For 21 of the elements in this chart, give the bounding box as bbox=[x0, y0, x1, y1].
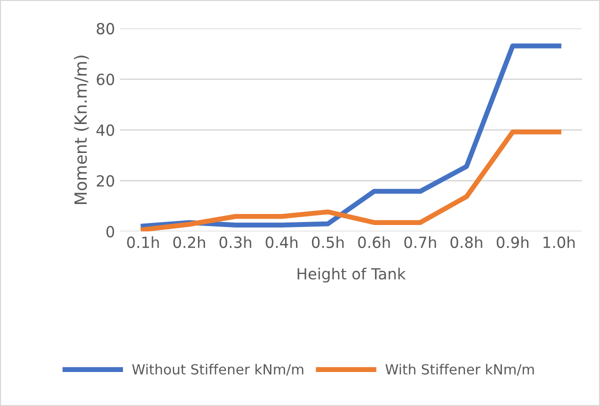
x-tick-label: 0.2h bbox=[173, 236, 205, 248]
x-axis-title: Height of Tank bbox=[298, 268, 406, 283]
y-tick-label: 40 bbox=[96, 124, 114, 136]
y-tick-label: 80 bbox=[96, 22, 114, 34]
line-series bbox=[140, 130, 562, 232]
x-tick-label: 0.4h bbox=[266, 236, 298, 248]
x-tick-label: 1.0h bbox=[544, 236, 575, 248]
y-tick-label: 0 bbox=[106, 226, 114, 238]
x-tick-label: 0.5h bbox=[312, 236, 344, 248]
x-tick-label: 0.3h bbox=[220, 236, 252, 248]
legend-label: Without Stiffener kNm/m bbox=[132, 364, 304, 376]
legend-label: With Stiffener kNm/m bbox=[385, 364, 534, 376]
line-series bbox=[140, 44, 562, 229]
x-tick-label: 0.1h bbox=[127, 236, 159, 248]
x-tick-label: 0.9h bbox=[496, 236, 528, 248]
y-tick-label: 60 bbox=[96, 74, 114, 86]
y-axis-title: Moment (Kn.m/m) bbox=[74, 56, 89, 204]
y-tick-label: 20 bbox=[96, 175, 114, 187]
x-tick-label: 0.8h bbox=[450, 236, 482, 248]
x-tick-label: 0.6h bbox=[358, 236, 390, 248]
x-tick-label: 0.7h bbox=[404, 236, 436, 248]
